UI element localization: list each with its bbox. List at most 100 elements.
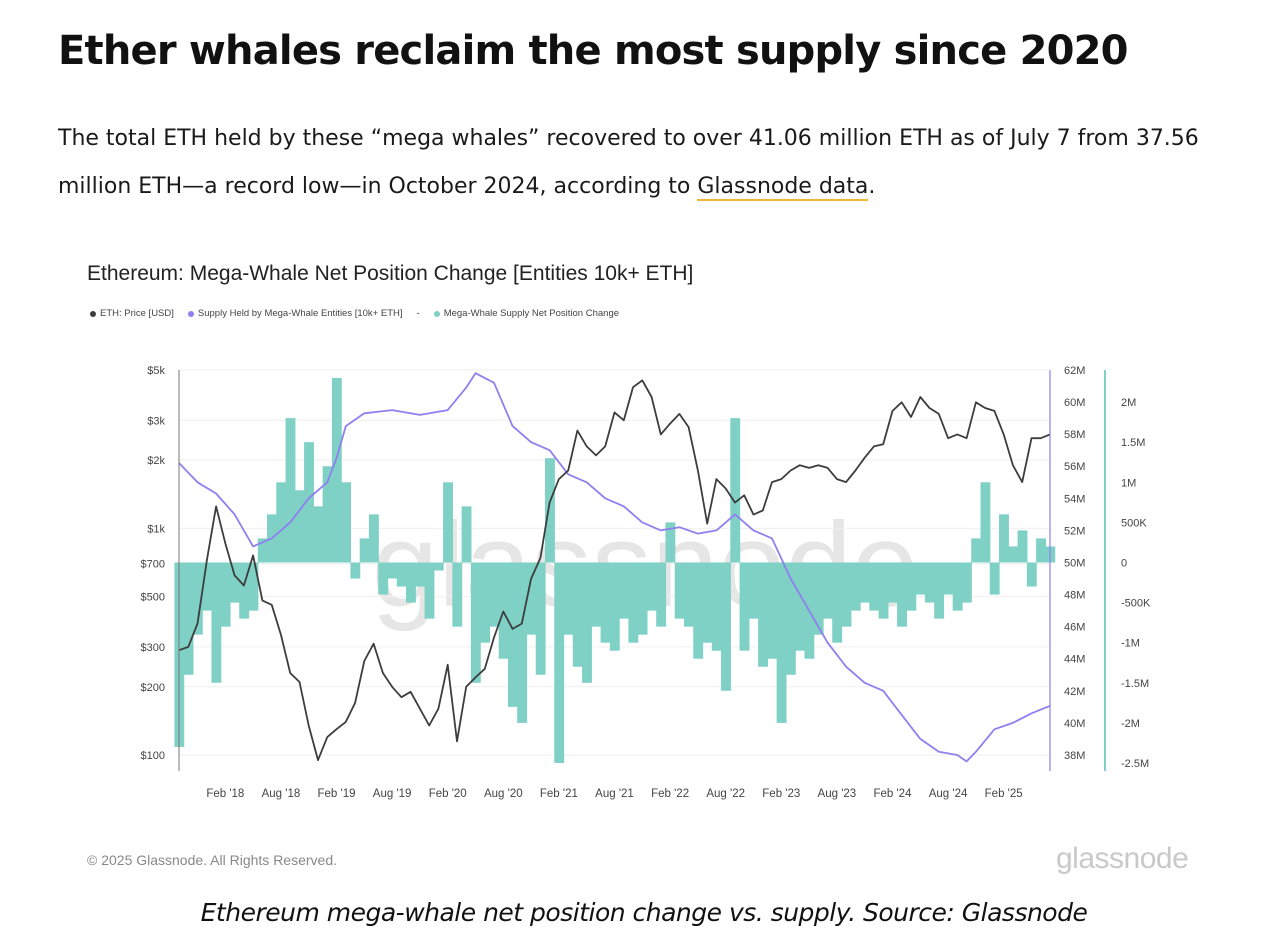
netchange-bar [730, 418, 741, 563]
netchange-bar [572, 562, 583, 667]
legend-item-supply[interactable]: Supply Held by Mega-Whale Entities [10k+… [187, 308, 403, 319]
supply-tick-label: 48M [1064, 590, 1085, 602]
netchange-bar [359, 538, 370, 563]
supply-tick-label: 62M [1064, 365, 1085, 377]
netchange-bar [582, 562, 592, 683]
netchange-bar [526, 562, 537, 635]
netchange-bar [637, 562, 648, 635]
netchange-bar [943, 562, 954, 595]
price-tick-label: $5k [147, 365, 165, 377]
netchange-bar [239, 562, 250, 619]
price-tick-label: $100 [141, 750, 165, 762]
netchange-bar [192, 562, 203, 635]
netchange-bar [1036, 538, 1046, 563]
netchange-bar [322, 466, 333, 563]
netchange-bar [897, 562, 907, 627]
netchange-tick-label: -2M [1121, 718, 1140, 730]
supply-tick-label: 52M [1064, 525, 1085, 537]
supply-tick-label: 42M [1064, 686, 1085, 698]
netchange-bar [229, 562, 240, 603]
date-tick-label: Aug '23 [818, 788, 857, 800]
legend-item-price[interactable]: ETH: Price [USD] [90, 308, 174, 319]
netchange-bar [480, 562, 491, 643]
supply-tick-label: 60M [1064, 397, 1085, 409]
supply-tick-label: 54M [1064, 493, 1085, 505]
legend-item-separator: - [417, 308, 420, 319]
legend-label-netchange: Mega-Whale Supply Net Position Change [443, 308, 620, 319]
netchange-bar [248, 562, 259, 611]
legend-label-supply: Supply Held by Mega-Whale Entities [10k+… [197, 308, 403, 319]
supply-line [178, 372, 1051, 763]
netchange-bar [331, 378, 342, 563]
netchange-tick-label: 2M [1121, 397, 1136, 409]
supply-tick-label: 38M [1064, 750, 1085, 762]
supply-tick-label: 40M [1064, 718, 1085, 730]
netchange-bar [971, 538, 982, 563]
date-tick-label: Feb '23 [762, 788, 800, 800]
price-tick-label: $700 [141, 558, 165, 570]
glassnode-data-link[interactable]: Glassnode data [697, 174, 869, 201]
netchange-bar [850, 562, 861, 611]
netchange-bar [387, 562, 398, 579]
netchange-bar [220, 562, 231, 627]
legend-label-price: ETH: Price [USD] [100, 308, 174, 319]
glassnode-logo: glassnode [1056, 842, 1189, 875]
netchange-bar [674, 562, 685, 619]
netchange-bar [934, 562, 945, 619]
supply-tick-label: 46M [1064, 622, 1085, 634]
netchange-bar [535, 562, 546, 675]
date-tick-label: Feb '25 [985, 788, 1023, 800]
netchange-bar [721, 562, 731, 691]
lede-end: . [868, 174, 876, 199]
netchange-tick-label: 1M [1121, 477, 1136, 489]
date-tick-label: Aug '21 [595, 788, 634, 800]
netchange-bar [832, 562, 843, 643]
netchange-series [174, 378, 1056, 763]
netchange-bar [628, 562, 639, 643]
netchange-bar [767, 562, 778, 659]
legend-dot-supply [187, 310, 194, 317]
price-tick-label: $1k [147, 523, 165, 535]
netchange-bar [952, 562, 963, 611]
supply-axis-ticks: 62M 60M 58M 56M 54M 52M 50M 48M 46M 44M 42M 40M 38M [1064, 365, 1085, 762]
netchange-bar [758, 562, 768, 667]
netchange-bar [276, 482, 287, 563]
supply-tick-label: 50M [1064, 557, 1085, 569]
netchange-bar [841, 562, 852, 627]
netchange-bar [313, 506, 324, 563]
netchange-bar [183, 562, 194, 675]
netchange-bar [489, 562, 500, 627]
date-tick-label: Aug '19 [373, 788, 412, 800]
netchange-bar [415, 562, 426, 587]
netchange-bar [368, 514, 379, 563]
netchange-bar [591, 562, 602, 627]
chart-legend: ETH: Price [USD] Supply Held by Mega-Wha… [90, 308, 619, 319]
date-tick-label: Feb '18 [206, 788, 244, 800]
netchange-bar [1026, 562, 1037, 587]
date-tick-label: Feb '20 [429, 788, 467, 800]
netchange-bar [285, 418, 296, 563]
netchange-bar [683, 562, 694, 627]
chart-axes [178, 370, 1106, 771]
date-tick-label: Feb '22 [651, 788, 689, 800]
date-tick-label: Aug '24 [929, 788, 968, 800]
netchange-bar [656, 562, 667, 627]
netchange-tick-label: 500K [1121, 517, 1147, 529]
netchange-bar [1008, 546, 1019, 563]
netchange-bar [646, 562, 657, 611]
netchange-bar [813, 562, 824, 635]
supply-series [178, 372, 1051, 763]
netchange-tick-label: 0 [1121, 557, 1127, 569]
price-axis-ticks: $5k $3k $2k $1k $700 $500 $300 $200 $100 [141, 365, 166, 762]
article-headline: Ether whales reclaim the most supply sin… [58, 28, 1129, 74]
price-line [178, 379, 1051, 761]
netchange-bar [609, 562, 620, 651]
netchange-bar [1017, 530, 1028, 563]
price-tick-label: $2k [147, 455, 165, 467]
netchange-bar [795, 562, 806, 651]
price-tick-label: $300 [141, 642, 165, 654]
netchange-bar [878, 562, 889, 619]
supply-tick-label: 56M [1064, 461, 1085, 473]
legend-item-netchange[interactable]: Mega-Whale Supply Net Position Change [433, 308, 620, 319]
netchange-bar [545, 458, 555, 563]
